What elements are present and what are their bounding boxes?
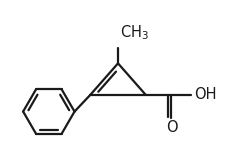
Text: OH: OH [194,87,217,102]
Text: O: O [167,120,178,135]
Text: CH$_3$: CH$_3$ [120,23,149,42]
